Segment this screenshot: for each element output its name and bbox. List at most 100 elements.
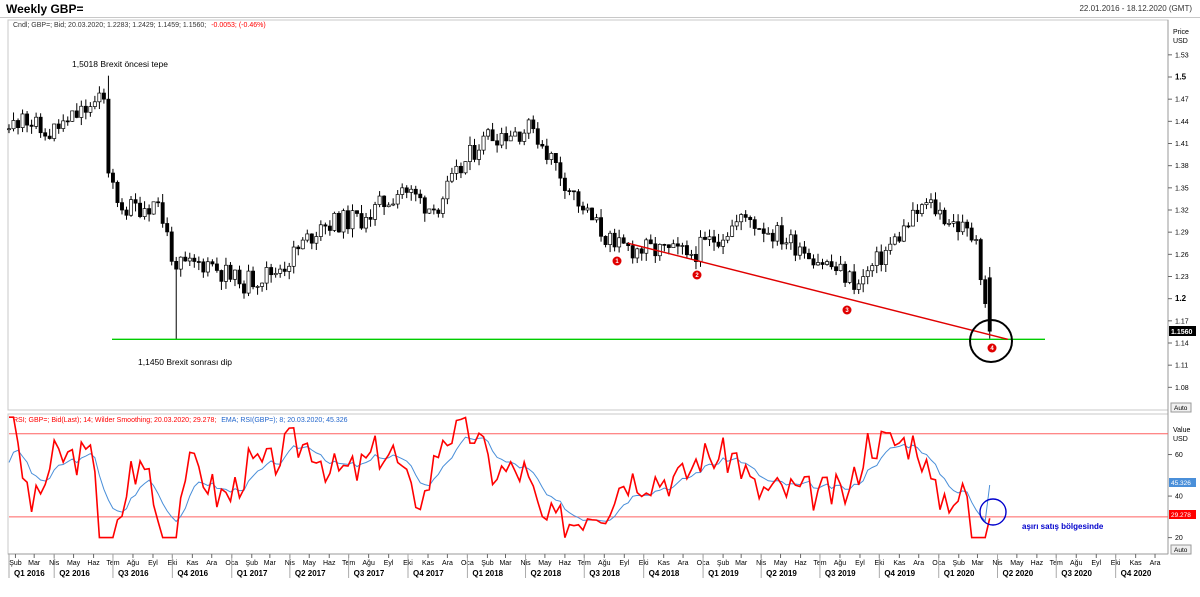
candle-body xyxy=(888,243,893,251)
candle-body xyxy=(657,244,662,257)
candle-body xyxy=(499,133,504,146)
candle-body xyxy=(214,263,219,271)
candle-body xyxy=(535,128,540,145)
rsi-axis-unit: USD xyxy=(1173,436,1188,443)
month-label: Haz xyxy=(1031,560,1044,567)
candle-body xyxy=(468,145,472,162)
quarter-label: Q1 2019 xyxy=(708,569,739,578)
candle-body xyxy=(666,244,671,248)
candle-body xyxy=(829,261,834,268)
candle-body xyxy=(7,128,11,131)
candle-body xyxy=(910,209,915,227)
candle-body xyxy=(341,210,346,233)
month-label: Kas xyxy=(422,560,435,567)
candle-body xyxy=(282,268,287,272)
candle-body xyxy=(761,228,766,234)
quarter-label: Q3 2016 xyxy=(118,569,149,578)
candle-body xyxy=(531,119,536,130)
candle-body xyxy=(870,265,875,272)
time-axis: ŞubMarNisMayHazTemAğuEylEkiKasAraOcaŞubM… xyxy=(8,554,1161,578)
candle-body xyxy=(581,205,585,211)
candle-body xyxy=(314,236,319,244)
candle-body xyxy=(486,129,491,137)
rsi-legend: RSI; GBP=; Bid(Last); 14; Wilder Smoothi… xyxy=(13,417,348,424)
candle-body xyxy=(454,165,459,174)
candle-body xyxy=(427,208,432,214)
price-tick-label: 1.53 xyxy=(1175,52,1189,59)
candle-body xyxy=(34,116,39,127)
trend-line xyxy=(628,242,1008,340)
candle-body xyxy=(775,225,780,242)
candle-body xyxy=(110,172,115,183)
candle-body xyxy=(915,209,920,214)
candle-body xyxy=(156,201,161,204)
candle-body xyxy=(413,188,418,195)
month-label: Şub xyxy=(953,560,966,567)
candle-body xyxy=(70,110,75,122)
candle-body xyxy=(807,252,811,260)
month-label: Şub xyxy=(9,560,22,567)
rsi-line xyxy=(9,416,991,539)
candle-body xyxy=(260,282,265,287)
oversold-annotation: aşırı satış bölgesinde xyxy=(1022,522,1104,531)
price-legend: Cndl; GBP=; Bid; 20.03.2020; 1.2283; 1.2… xyxy=(13,22,266,29)
touch-point-marker xyxy=(692,270,702,280)
candle-body xyxy=(210,261,215,265)
price-auto-button[interactable] xyxy=(1170,402,1192,413)
touch-point-label: 4 xyxy=(990,346,994,352)
price-auto-label: Auto xyxy=(1174,405,1188,412)
candle-body xyxy=(730,225,735,237)
candle-body xyxy=(874,251,879,266)
candle-body xyxy=(377,195,382,205)
candle-body xyxy=(861,276,866,285)
candle-body xyxy=(947,222,952,225)
candle-body xyxy=(138,202,143,217)
candle-body xyxy=(192,257,197,262)
candle-body xyxy=(373,204,378,220)
candle-body xyxy=(327,225,332,231)
candle-body xyxy=(684,245,689,256)
candle-body xyxy=(689,253,694,256)
candle-body xyxy=(120,202,124,211)
candle-body xyxy=(662,244,667,246)
candle-body xyxy=(368,217,373,220)
ema-value-badge xyxy=(1169,478,1196,487)
candle-body xyxy=(422,197,427,214)
candle-body xyxy=(694,253,698,262)
candle-body xyxy=(983,279,988,304)
candle-body xyxy=(562,177,567,191)
price-tick-label: 1.14 xyxy=(1175,341,1189,348)
price-tick-label: 1.17 xyxy=(1175,318,1189,325)
candle-body xyxy=(626,242,631,247)
candle-body xyxy=(594,217,599,221)
month-label: Kas xyxy=(1130,560,1143,567)
candle-body xyxy=(621,237,626,244)
rsi-y-ticks: 20 40 60 xyxy=(9,433,1183,542)
month-label: Ara xyxy=(678,560,689,567)
candle-body xyxy=(350,210,355,230)
candle-body xyxy=(309,233,314,244)
candle-body xyxy=(540,143,545,147)
candle-body xyxy=(300,239,305,250)
quarter-label: Q3 2017 xyxy=(354,569,385,578)
price-tick-label: 1.26 xyxy=(1175,252,1189,259)
post-brexit-dip-label: 1,1450 Brexit sonrası dip xyxy=(138,357,232,367)
candle-body xyxy=(919,204,924,214)
rsi-auto-label: Auto xyxy=(1174,547,1188,554)
candle-body xyxy=(291,246,296,267)
rsi-value-badge xyxy=(1169,510,1196,519)
candle-body xyxy=(567,190,572,192)
candle-body xyxy=(797,246,802,256)
candle-body xyxy=(752,219,757,229)
pre-brexit-top-label: 1,5018 Brexit öncesi tepe xyxy=(72,59,168,69)
candle-body xyxy=(513,131,518,137)
candle-body xyxy=(716,241,721,247)
candle-body xyxy=(802,246,807,254)
month-label: May xyxy=(538,560,552,567)
price-tick-label: 1.47 xyxy=(1175,97,1189,104)
rsi-auto-button[interactable] xyxy=(1170,544,1192,555)
chart-header: Weekly GBP= 22.01.2016 - 18.12.2020 (GMT… xyxy=(0,0,1200,18)
candle-body xyxy=(246,270,251,294)
candle-body xyxy=(242,283,246,294)
month-label: May xyxy=(1010,560,1024,567)
